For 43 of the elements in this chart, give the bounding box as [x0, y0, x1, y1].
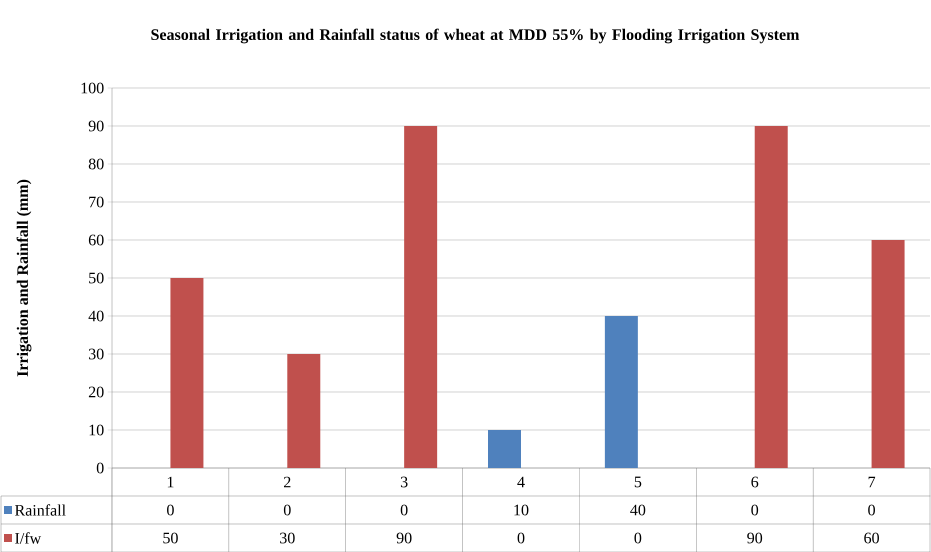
data-label: 0: [868, 504, 875, 516]
x-tick-label: 3: [400, 476, 408, 488]
y-tick-label: 30: [88, 348, 104, 360]
bar: [754, 126, 788, 468]
data-label: 90: [747, 532, 762, 544]
y-tick-label: 70: [89, 196, 104, 208]
y-tick-label: 50: [89, 272, 104, 284]
y-tick-label: 10: [90, 424, 104, 436]
data-label: 0: [751, 504, 758, 516]
data-label: 40: [630, 504, 646, 516]
data-label: 60: [864, 532, 879, 544]
data-label: 0: [634, 532, 642, 544]
bar: [404, 126, 438, 468]
x-tick-label: 2: [284, 476, 290, 488]
y-tick-label: 90: [88, 120, 104, 132]
y-tick-label: 60: [88, 234, 104, 246]
x-tick-label: 4: [517, 476, 525, 488]
x-tick-label: 5: [634, 476, 642, 488]
x-tick-label: 1: [168, 476, 174, 488]
y-tick-label: 20: [88, 386, 104, 398]
y-tick-label: 80: [88, 158, 104, 170]
data-label: 50: [163, 532, 178, 544]
y-tick-label: 40: [88, 310, 104, 322]
data-label: 0: [400, 504, 408, 516]
data-label: 30: [280, 532, 295, 544]
y-tick-label: 100: [82, 82, 104, 94]
legend-label: Rainfall: [14, 504, 66, 516]
data-label: 0: [284, 504, 291, 516]
y-axis-title: Irrigation and Rainfall (mm): [16, 180, 32, 376]
x-tick-label: 6: [751, 476, 758, 488]
bar: [604, 316, 638, 468]
data-label: 10: [514, 504, 528, 516]
bar: [287, 354, 320, 468]
data-label: 90: [396, 532, 412, 544]
legend-label: I/fw: [15, 532, 42, 544]
bar: [872, 240, 905, 468]
data-label: 0: [167, 504, 174, 516]
chart-title: Seasonal Irrigation and Rainfall status of wheat at MDD 55% by Flooding Irrigation System: [151, 28, 800, 44]
bar: [488, 430, 521, 468]
y-tick-label: 0: [96, 462, 104, 474]
x-tick-label: 7: [868, 476, 876, 488]
bar: [170, 278, 204, 468]
data-label: 0: [518, 532, 524, 544]
